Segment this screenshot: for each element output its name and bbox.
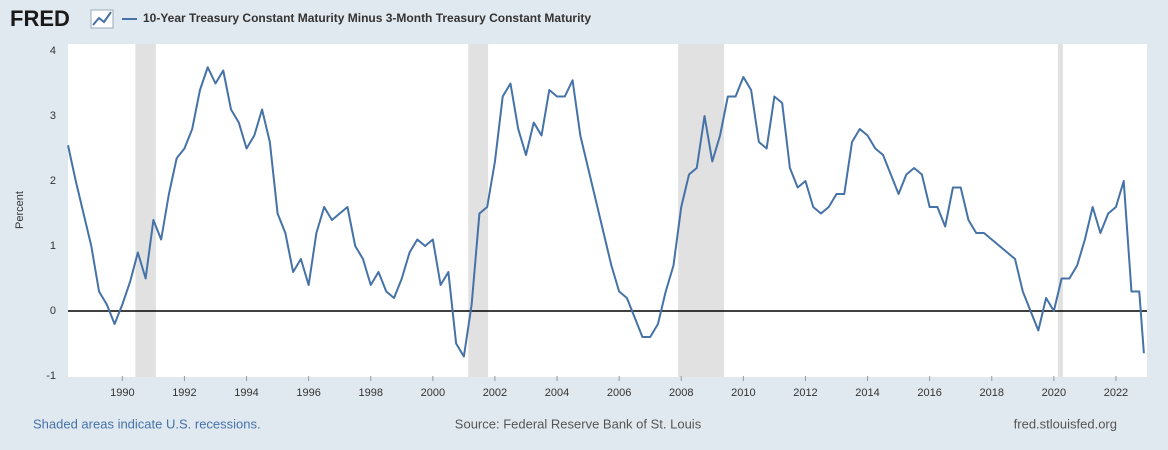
x-tick-label: 2014 — [855, 387, 879, 399]
x-tick-label: 1994 — [234, 387, 258, 399]
x-tick-label: 2020 — [1042, 387, 1066, 399]
y-axis-label: Percent — [14, 191, 26, 229]
recession-band — [135, 44, 156, 377]
y-tick-label: 1 — [50, 240, 56, 252]
x-tick-label: 1996 — [296, 387, 320, 399]
x-tick-label: 1990 — [110, 387, 134, 399]
footnote[interactable]: Shaded areas indicate U.S. recessions. — [33, 416, 261, 431]
x-tick-label: 2022 — [1104, 387, 1128, 399]
x-tick-label: 2008 — [669, 387, 693, 399]
series-line — [67, 66, 1145, 358]
recession-band — [468, 44, 489, 377]
x-tick-label: 1998 — [358, 387, 382, 399]
x-tick-label: 2002 — [483, 387, 507, 399]
x-tick-label: 2012 — [793, 387, 817, 399]
x-tick-label: 2006 — [607, 387, 631, 399]
source: Source: Federal Reserve Bank of St. Loui… — [455, 416, 702, 431]
y-tick-label: 2 — [50, 175, 56, 187]
x-tick-label: 2010 — [731, 387, 755, 399]
x-tick-label: 2016 — [917, 387, 941, 399]
logo[interactable]: FRED — [10, 6, 70, 31]
y-tick-label: -1 — [46, 370, 56, 382]
recession-band — [1057, 44, 1063, 377]
site[interactable]: fred.stlouisfed.org — [1014, 416, 1117, 431]
plot-area — [68, 44, 1147, 377]
x-tick-label: 2018 — [980, 387, 1004, 399]
x-tick-label: 2004 — [545, 387, 569, 399]
logo-icon — [90, 9, 114, 29]
y-tick-label: 3 — [50, 110, 56, 122]
y-tick-label: 0 — [50, 305, 56, 317]
y-tick-label: 4 — [50, 45, 56, 57]
x-tick-label: 2000 — [421, 387, 445, 399]
recession-band — [678, 44, 725, 377]
legend-label: 10-Year Treasury Constant Maturity Minus… — [143, 11, 591, 25]
x-tick-label: 1992 — [172, 387, 196, 399]
